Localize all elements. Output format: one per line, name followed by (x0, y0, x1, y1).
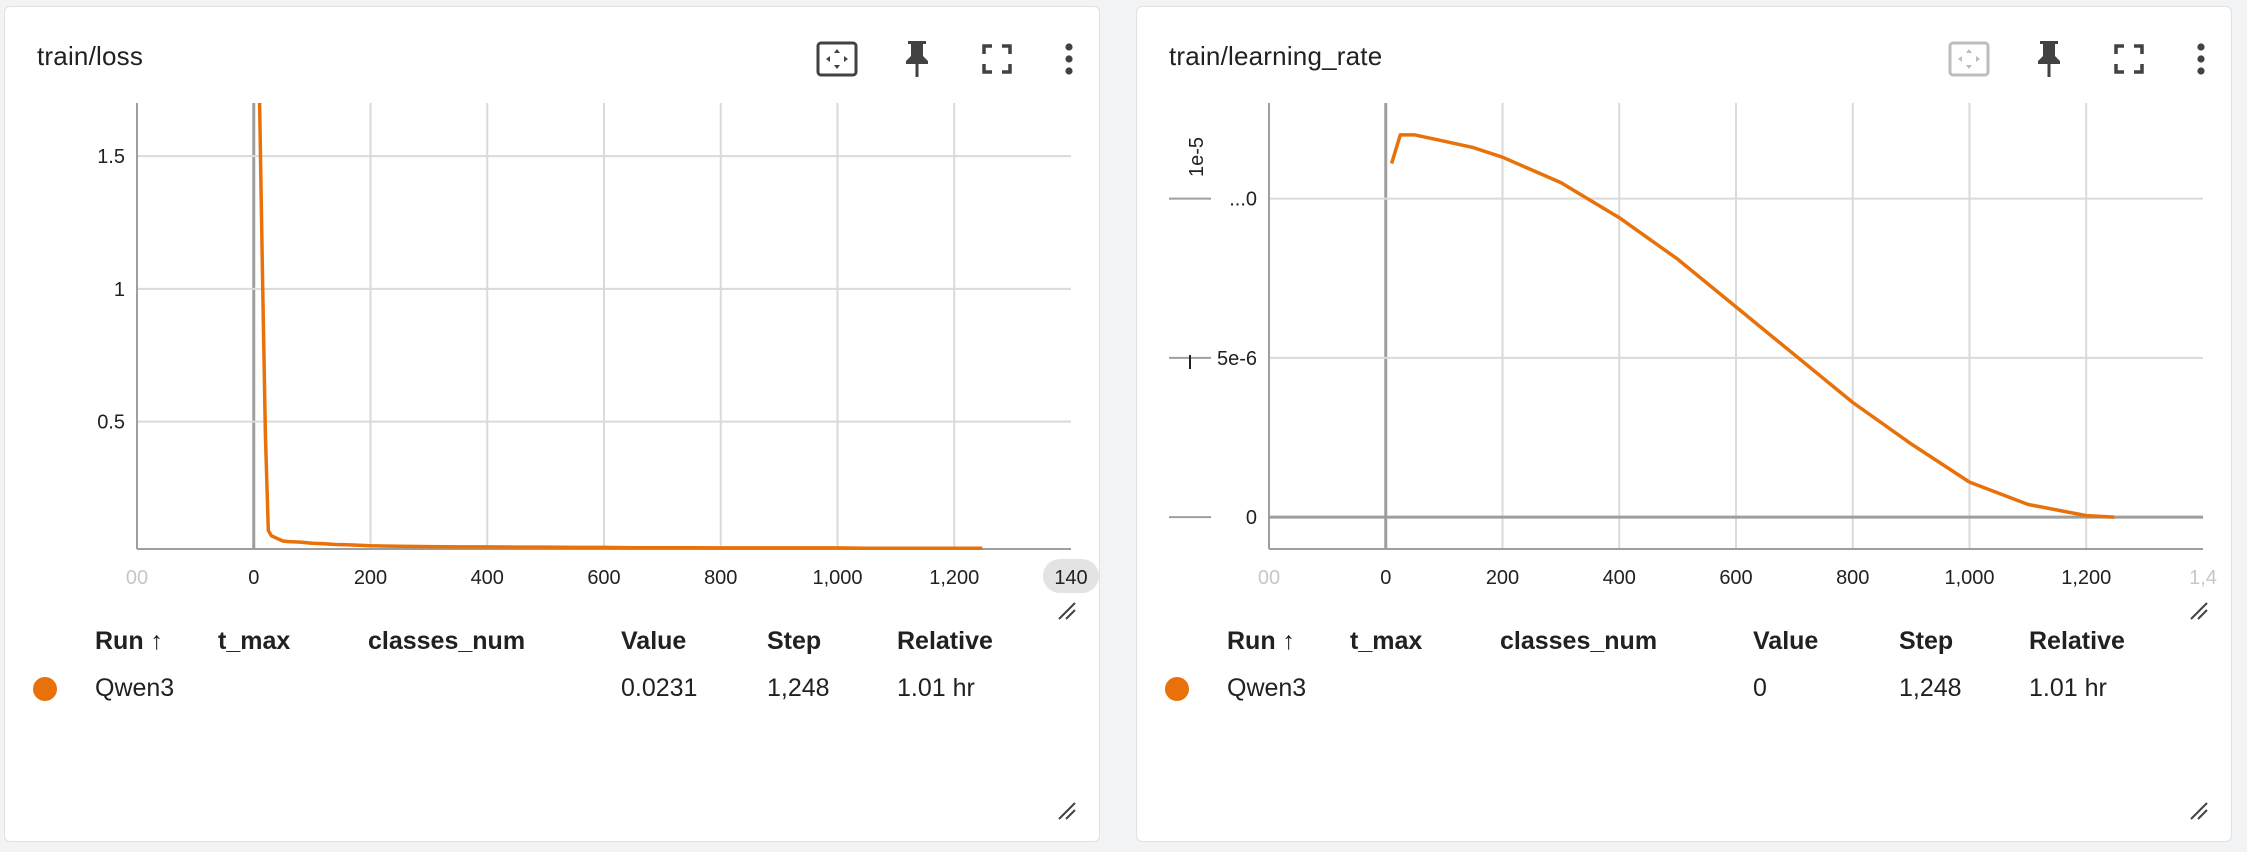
y-tick-label: 0 (1246, 507, 1257, 529)
col-t-max[interactable]: t_max (1350, 626, 1423, 655)
col-relative[interactable]: Relative (2029, 626, 2125, 655)
run-color-dot (33, 676, 57, 701)
runs-table: Run ↑ t_max classes_num Value Step Relat… (33, 621, 993, 715)
fullscreen-button[interactable] (967, 29, 1027, 89)
x-tick-label: 1,200 (2061, 567, 2111, 589)
run-name: Qwen3 (1227, 673, 1307, 702)
relative-cell: 1.01 hr (897, 673, 975, 702)
x-tick-label: 00 (1258, 567, 1280, 589)
table-row[interactable]: Qwen3 0 1,248 1.01 hr (1165, 661, 2125, 715)
step-cell: 1,248 (767, 673, 830, 702)
x-tick-label: 800 (704, 567, 737, 589)
line-chart-train-learning-rate[interactable]: 00 0 200 400 600 800 1,000 1,200 1,405e-6...01e-… (1137, 7, 2233, 607)
y-tick-label: 0.5 (97, 412, 125, 434)
series-line[interactable] (1389, 133, 2115, 519)
col-run[interactable]: Run ↑ (95, 626, 164, 655)
x-tick-label: 400 (1603, 567, 1636, 589)
x-tick-label: 600 (587, 567, 620, 589)
x-tick-label: 800 (1836, 567, 1869, 589)
run-name: Qwen3 (95, 673, 175, 702)
resize-handle-icon[interactable] (2187, 799, 2209, 821)
card-title: train/learning_rate (1169, 41, 1383, 71)
col-classes-num[interactable]: classes_num (1500, 626, 1658, 655)
classes-num-value (1500, 661, 1753, 715)
more-options-button[interactable] (1039, 29, 1099, 89)
col-step[interactable]: Step (1899, 626, 1954, 655)
value-cell: 0 (1753, 673, 1767, 702)
table-row[interactable]: Qwen3 0.0231 1,248 1.01 hr (33, 661, 993, 715)
y-multiplier-label: 1e-5 (1186, 137, 1208, 177)
relative-cell: 1.01 hr (2029, 673, 2107, 702)
x-tick-label: 1,000 (812, 567, 862, 589)
chart-card-train-loss: train/loss 00 0 200 400 600 800 1,000 1,200 140 0… (4, 6, 1100, 842)
pin-button[interactable] (2019, 29, 2079, 89)
chart-card-train-learning-rate: train/learning_rate 00 0 200 400 600 800 1,000… (1136, 6, 2232, 842)
x-tick-label: 400 (471, 567, 504, 589)
x-tick-label: 0 (1380, 567, 1391, 589)
fullscreen-icon (982, 44, 1012, 74)
more-vert-icon (2197, 43, 2205, 75)
series-line[interactable] (257, 102, 983, 550)
t-max-value (1350, 661, 1500, 715)
fullscreen-icon (2114, 44, 2144, 74)
y-tick-label: 5e-6 (1217, 348, 1257, 370)
fit-to-domain-button[interactable] (807, 29, 867, 89)
x-tick-label: 00 (126, 567, 148, 589)
x-tick-label: 200 (354, 567, 387, 589)
x-tick-label: 0 (248, 567, 259, 589)
more-options-button[interactable] (2171, 29, 2231, 89)
x-tick-label: 1,4 (2189, 567, 2217, 589)
y-tick-label: 1 (114, 279, 125, 301)
resize-handle-icon[interactable] (1055, 799, 1077, 821)
resize-handle-icon[interactable] (1055, 599, 1077, 621)
fit-to-domain-icon (816, 41, 858, 77)
value-cell: 0.0231 (621, 673, 698, 702)
pin-icon (906, 41, 928, 77)
col-classes-num[interactable]: classes_num (368, 626, 526, 655)
col-step[interactable]: Step (767, 626, 822, 655)
y-tick-label: 1.5 (97, 146, 125, 168)
step-cell: 1,248 (1899, 673, 1962, 702)
fit-to-domain-button[interactable] (1939, 29, 1999, 89)
x-tick-label: 1,200 (929, 567, 979, 589)
col-relative[interactable]: Relative (897, 626, 993, 655)
col-run[interactable]: Run ↑ (1227, 626, 1296, 655)
col-value[interactable]: Value (1753, 626, 1819, 655)
x-tick-label: 140 (1054, 567, 1087, 589)
resize-handle-icon[interactable] (2187, 599, 2209, 621)
runs-table: Run ↑ t_max classes_num Value Step Relat… (1165, 621, 2125, 715)
pin-icon (2038, 41, 2060, 77)
col-value[interactable]: Value (621, 626, 687, 655)
card-title: train/loss (37, 41, 144, 71)
x-tick-label: 1,000 (1944, 567, 1994, 589)
classes-num-value (368, 661, 621, 715)
run-color-dot (1165, 676, 1189, 701)
col-t-max[interactable]: t_max (218, 626, 291, 655)
x-tick-highlight (1043, 559, 1099, 593)
more-vert-icon (1065, 43, 1073, 75)
x-tick-label: 200 (1486, 567, 1519, 589)
x-tick-label: 600 (1719, 567, 1752, 589)
pin-button[interactable] (887, 29, 947, 89)
y-tick-label: ...0 (1229, 189, 1257, 211)
t-max-value (218, 661, 368, 715)
fullscreen-button[interactable] (2099, 29, 2159, 89)
fit-to-domain-icon (1948, 41, 1990, 77)
